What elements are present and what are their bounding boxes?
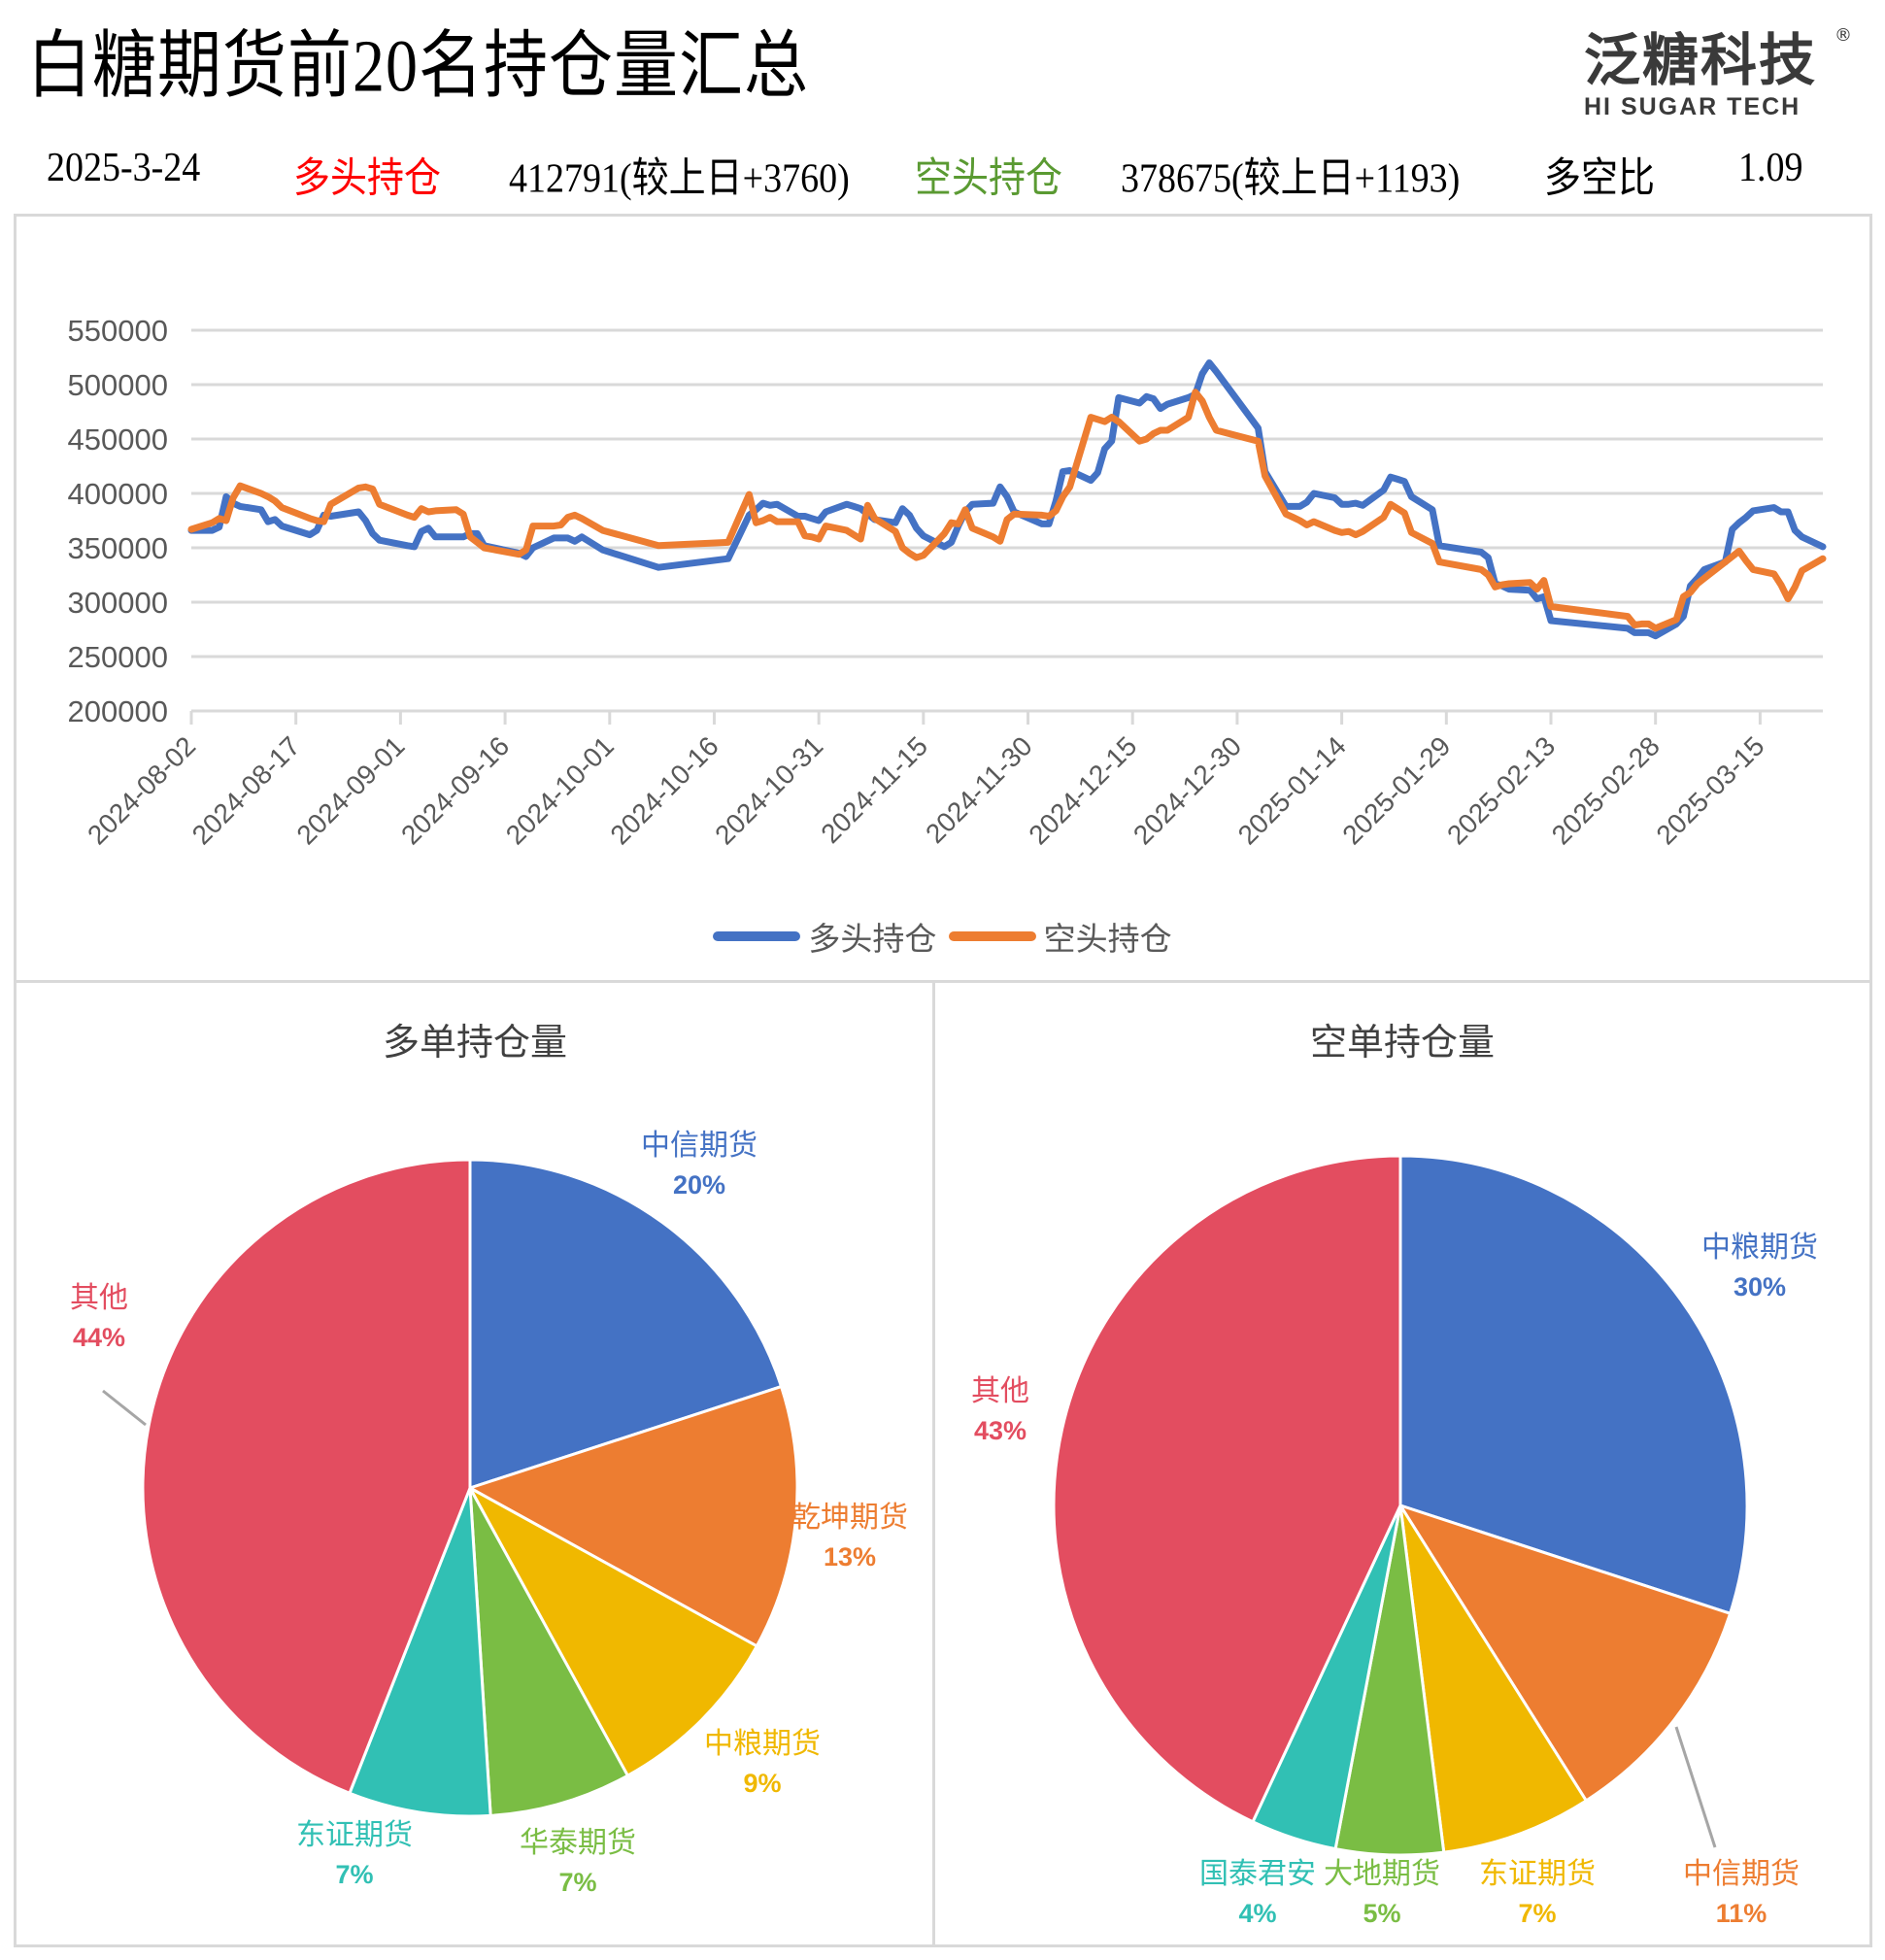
y-tick-label: 350000 bbox=[68, 531, 168, 565]
logo-chinese: 泛糖科技 bbox=[1584, 27, 1818, 93]
short-pie-label-dadi: 大地期货 5% bbox=[1324, 1858, 1440, 1928]
short-pie-slice[interactable] bbox=[1052, 1154, 1402, 1824]
long-value: 412791(较上日+3760) bbox=[509, 155, 850, 202]
long-pie-slice[interactable] bbox=[468, 1158, 784, 1491]
legend-swatch-short-icon bbox=[948, 931, 1036, 941]
line-chart-legend: 多头持仓 空头持仓 bbox=[0, 913, 1885, 960]
ratio-value: 1.09 bbox=[1738, 145, 1803, 191]
long-pie-label-zhongxin: 中信期货 20% bbox=[641, 1130, 757, 1200]
registered-mark-icon: ® bbox=[1835, 25, 1852, 46]
short-pie-label-zhongxin: 中信期货 11% bbox=[1683, 1858, 1800, 1928]
long-pie-label-other: 其他 44% bbox=[70, 1282, 128, 1352]
line-chart: 200000 250000 300000 350000 400000 450000 5000… bbox=[68, 314, 1827, 851]
short-pie-title: 空单持仓量 bbox=[1309, 1023, 1495, 1064]
short-pie-slice[interactable] bbox=[1398, 1154, 1749, 1616]
summary-date: 2025-3-24 bbox=[47, 145, 201, 191]
y-tick-label: 250000 bbox=[68, 640, 168, 674]
y-tick-label: 550000 bbox=[68, 314, 168, 348]
legend-label-short: 空头持仓 bbox=[1043, 923, 1172, 958]
short-pie-label-dongzheng: 东证期货 7% bbox=[1479, 1858, 1596, 1928]
short-pie-label-other: 其他 43% bbox=[971, 1375, 1029, 1445]
long-pie-label-dongzheng: 东证期货 7% bbox=[296, 1819, 413, 1889]
legend-item-long[interactable]: 多头持仓 bbox=[713, 913, 936, 960]
short-value: 378675(较上日+1193) bbox=[1121, 155, 1461, 202]
long-pie-label-zhongliang: 中粮期货 9% bbox=[704, 1728, 821, 1798]
short-zhongxin-leader-line bbox=[1674, 1726, 1717, 1848]
short-pie-label-guotai: 国泰君安 4% bbox=[1199, 1858, 1316, 1928]
y-tick-label: 400000 bbox=[68, 477, 168, 511]
y-tick-label: 450000 bbox=[68, 422, 168, 456]
short-pie-slice[interactable] bbox=[1398, 1504, 1589, 1854]
long-pie-title: 多单持仓量 bbox=[382, 1023, 567, 1064]
long-pie-slice[interactable] bbox=[468, 1487, 630, 1817]
short-pie-label-zhongliang: 中粮期货 30% bbox=[1701, 1232, 1818, 1301]
y-tick-label: 500000 bbox=[68, 368, 168, 402]
legend-item-short[interactable]: 空头持仓 bbox=[948, 913, 1172, 960]
short-position-line bbox=[187, 389, 1827, 632]
long-position-line bbox=[187, 359, 1827, 640]
long-pie-label-huatai: 华泰期货 7% bbox=[520, 1827, 636, 1897]
long-pie-slice[interactable] bbox=[466, 1384, 799, 1648]
long-pie-slice[interactable] bbox=[466, 1484, 759, 1778]
short-pie-slice[interactable] bbox=[1397, 1503, 1733, 1804]
y-tick-label: 200000 bbox=[68, 694, 168, 728]
ratio-label: 多空比 bbox=[1544, 155, 1656, 202]
summary-row: 2025-3-24 多头持仓 412791(较上日+3760) 空头持仓 378… bbox=[0, 144, 1885, 201]
legend-label-long: 多头持仓 bbox=[808, 923, 937, 958]
brand-logo: 泛糖科技 ® HI SUGAR TECH bbox=[1584, 25, 1852, 121]
short-label: 空头持仓 bbox=[915, 155, 1063, 202]
page-title: 白糖期货前20名持仓量汇总 bbox=[27, 25, 809, 108]
legend-swatch-long-icon bbox=[713, 931, 801, 941]
y-tick-label: 300000 bbox=[68, 586, 168, 620]
logo-english: HI SUGAR TECH bbox=[1584, 93, 1801, 120]
long-pie-label-qiankun: 乾坤期货 13% bbox=[791, 1502, 908, 1571]
long-other-leader-line bbox=[102, 1389, 147, 1427]
long-label: 多头持仓 bbox=[293, 155, 442, 202]
long-pie-slice[interactable] bbox=[141, 1158, 472, 1796]
line-chart-panel bbox=[14, 214, 1872, 983]
long-pie-slice[interactable] bbox=[347, 1487, 492, 1818]
